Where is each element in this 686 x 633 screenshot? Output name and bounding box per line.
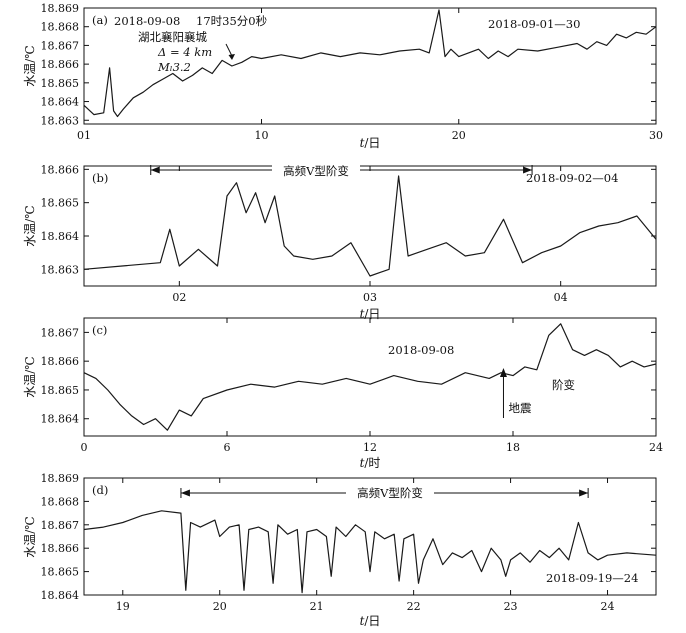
panel-c: 18.864 18.865 18.866 18.867 0 6 12 18 24 (c) 201…: [23, 317, 663, 470]
v-step-arrowhead-right: [523, 166, 533, 174]
v-step-arrow: 高频V型阶变: [180, 484, 589, 500]
x-tick-label: 20: [213, 600, 227, 613]
event-distance: Δ = 4 km: [157, 45, 212, 59]
axis-ticks: 18.864 18.865 18.866 18.867 18.868 18.869 19 20…: [41, 472, 656, 613]
x-tick-label: 03: [363, 291, 377, 304]
panel-label: (c): [92, 323, 107, 337]
x-axis-unit: /日: [364, 307, 380, 321]
y-tick-label: 18.866: [41, 542, 80, 555]
x-axis-var: t: [360, 307, 365, 321]
x-tick-label: 24: [601, 600, 615, 613]
series-line: [83, 510, 657, 594]
x-tick-label: 23: [504, 600, 518, 613]
v-step-arrow: 高频V型阶变: [150, 162, 533, 178]
x-tick-label: 22: [407, 600, 421, 613]
event-time: 17时35分0秒: [196, 14, 267, 28]
x-tick-label: 20: [452, 129, 466, 142]
date-range-label: 2018-09-19—24: [546, 571, 638, 585]
y-tick-label: 18.868: [41, 21, 80, 34]
y-tick-label: 18.869: [41, 2, 80, 15]
y-tick-label: 18.866: [41, 355, 80, 368]
date-label: 2018-09-08: [388, 343, 454, 357]
quake-label: 地震: [508, 401, 531, 415]
plot-frame: [83, 477, 657, 596]
v-step-arrowhead-left: [150, 166, 160, 174]
event-pointer-arrowhead: [228, 54, 235, 60]
event-magnitude: Mₗ3.2: [157, 60, 191, 74]
axis-ticks: 18.863 18.864 18.865 18.866 18.867 18.868 18.8…: [41, 2, 664, 142]
date-range-label: 2018-09-01—30: [488, 17, 580, 31]
x-tick-label: 0: [81, 441, 88, 454]
v-step-label: 高频V型阶变: [283, 164, 349, 178]
x-tick-label: 6: [224, 441, 231, 454]
v-step-arrowhead-left: [180, 489, 190, 497]
y-tick-label: 18.864: [41, 230, 80, 243]
y-tick-label: 18.867: [41, 519, 80, 532]
v-step-label: 高频V型阶变: [357, 486, 423, 500]
y-tick-label: 18.868: [41, 495, 80, 508]
v-step-arrowhead-right: [579, 489, 589, 497]
axis-ticks: 18.864 18.865 18.866 18.867 0 6 12 18 24: [41, 318, 663, 454]
v-step-label-bg: [346, 484, 434, 500]
x-axis-unit: /日: [364, 614, 380, 628]
panel-label: (b): [92, 171, 108, 185]
y-tick-label: 18.867: [41, 39, 80, 52]
y-tick-label: 18.865: [41, 384, 80, 397]
panel-label: (d): [92, 483, 108, 497]
x-axis-title: t/日: [360, 136, 381, 150]
panel-a: 18.863 18.864 18.865 18.866 18.867 18.868 18.8…: [23, 2, 663, 150]
axis-ticks: 18.863 18.864 18.865 18.866 02 03 04: [41, 163, 656, 304]
x-tick-label: 02: [172, 291, 186, 304]
x-tick-label: 01: [77, 129, 91, 142]
series-line: [83, 175, 657, 277]
y-tick-label: 18.865: [41, 197, 80, 210]
x-axis-var: t: [360, 614, 365, 628]
y-tick-label: 18.864: [41, 96, 80, 109]
date-range-label: 2018-09-02—04: [526, 171, 618, 185]
x-axis-var: t: [360, 136, 365, 150]
x-tick-label: 18: [506, 441, 520, 454]
y-tick-label: 18.865: [41, 566, 80, 579]
y-tick-label: 18.864: [41, 589, 80, 602]
y-tick-label: 18.863: [41, 263, 80, 276]
panel-b: 18.863 18.864 18.865 18.866 02 03 04 (b) 2018-…: [23, 162, 657, 321]
panel-d: 18.864 18.865 18.866 18.867 18.868 18.869 19 20…: [23, 472, 657, 628]
x-axis-title: t/时: [360, 456, 381, 470]
step-label: 阶变: [552, 378, 575, 392]
x-axis-unit: /时: [364, 456, 380, 470]
quake-marker: 地震: [499, 368, 532, 418]
x-axis-title: t/日: [360, 614, 381, 628]
event-pointer-line: [225, 43, 233, 57]
y-axis-title: 水温/℃: [23, 356, 37, 397]
x-tick-label: 24: [649, 441, 663, 454]
plot-frame: [83, 7, 657, 125]
y-tick-label: 18.866: [41, 58, 80, 71]
x-tick-label: 12: [363, 441, 377, 454]
y-tick-label: 18.863: [41, 114, 80, 127]
x-tick-label: 19: [116, 600, 130, 613]
v-step-label-bg: [272, 162, 360, 178]
quake-arrowhead: [499, 368, 507, 377]
event-location: 湖北襄阳襄城: [138, 30, 207, 44]
series-line: [83, 9, 657, 118]
y-tick-label: 18.869: [41, 472, 80, 485]
y-tick-label: 18.866: [41, 163, 80, 176]
series-line: [83, 323, 657, 431]
plot-frame: [83, 317, 657, 437]
x-tick-label: 04: [554, 291, 568, 304]
y-tick-label: 18.865: [41, 77, 80, 90]
panel-label: (a): [92, 13, 108, 27]
y-axis-title: 水温/℃: [23, 516, 37, 557]
x-axis-var: t: [360, 456, 365, 470]
y-tick-label: 18.867: [41, 326, 80, 339]
y-axis-title: 水温/℃: [23, 45, 37, 86]
x-axis-unit: /日: [364, 136, 380, 150]
x-tick-label: 30: [649, 129, 663, 142]
event-date: 2018-09-08: [114, 14, 180, 28]
y-tick-label: 18.864: [41, 413, 80, 426]
x-tick-label: 10: [255, 129, 269, 142]
y-axis-title: 水温/℃: [23, 205, 37, 246]
x-tick-label: 21: [310, 600, 324, 613]
